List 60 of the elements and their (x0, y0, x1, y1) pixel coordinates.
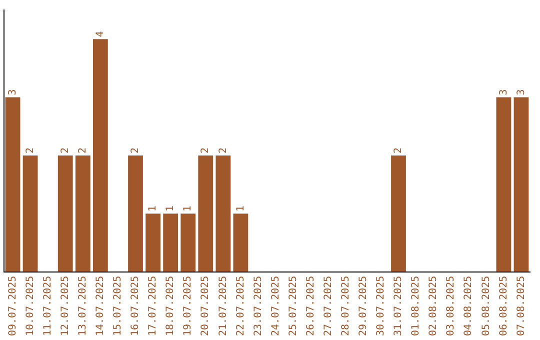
bar (496, 97, 512, 272)
bar (5, 97, 20, 272)
bar (75, 155, 90, 272)
data-label: 1 (235, 206, 246, 212)
x-tick-label: 01.08.2025 (410, 276, 422, 336)
data-label: 3 (498, 89, 510, 96)
data-label: 2 (77, 147, 88, 154)
bar (233, 214, 248, 272)
bar (58, 155, 73, 272)
x-tick-label: 05.08.2025 (480, 276, 492, 336)
bar (180, 214, 196, 272)
x-tick-label: 07.08.2025 (516, 276, 527, 336)
bar (92, 39, 108, 272)
x-tick-label: 21.07.2025 (218, 276, 229, 336)
data-label: 2 (130, 147, 142, 154)
x-tick-label: 04.08.2025 (463, 276, 474, 336)
data-label: 1 (148, 206, 159, 212)
bar (128, 155, 143, 272)
x-tick-label: 24.07.2025 (270, 276, 282, 336)
data-label: 2 (218, 147, 229, 154)
x-tick-label: 26.07.2025 (305, 276, 316, 336)
x-tick-label: 18.07.2025 (165, 276, 176, 336)
x-tick-label: 25.07.2025 (288, 276, 299, 336)
x-tick-label: 14.07.2025 (95, 276, 106, 336)
bar (391, 155, 406, 272)
data-label: 4 (95, 31, 106, 38)
x-tick-label: 09.07.2025 (7, 276, 18, 336)
x-tick-label: 31.07.2025 (393, 276, 404, 336)
x-tick-label: 30.07.2025 (376, 276, 387, 336)
x-tick-label: 17.07.2025 (148, 276, 159, 336)
data-label: 1 (165, 206, 176, 212)
x-tick-label: 27.07.2025 (322, 276, 334, 336)
data-label: 2 (60, 147, 71, 154)
x-tick-label: 13.07.2025 (77, 276, 88, 336)
x-tick-label: 16.07.2025 (130, 276, 142, 336)
bar (216, 155, 231, 272)
data-label: 3 (516, 89, 527, 96)
x-tick-label: 19.07.2025 (182, 276, 194, 336)
x-tick-label: 22.07.2025 (235, 276, 246, 336)
x-tick-label: 11.07.2025 (42, 276, 54, 336)
bar (146, 214, 160, 272)
x-tick-label: 10.07.2025 (24, 276, 36, 336)
x-tick-label: 02.08.2025 (428, 276, 440, 336)
x-tick-label: 06.08.2025 (498, 276, 510, 336)
data-label: 1 (182, 206, 194, 212)
x-tick-label: 29.07.2025 (358, 276, 370, 336)
bar (198, 155, 214, 272)
x-tick-label: 28.07.2025 (340, 276, 352, 336)
x-tick-label: 23.07.2025 (252, 276, 264, 336)
x-tick-label: 20.07.2025 (200, 276, 212, 336)
data-label: 2 (200, 147, 212, 154)
bar (22, 155, 38, 272)
bar (514, 97, 529, 272)
x-tick-label: 03.08.2025 (446, 276, 457, 336)
data-label: 2 (393, 147, 404, 154)
data-label: 2 (24, 147, 36, 154)
x-tick-label: 12.07.2025 (60, 276, 71, 336)
data-label: 3 (7, 89, 18, 96)
x-tick-label: 15.07.2025 (112, 276, 124, 336)
bar (163, 214, 178, 272)
